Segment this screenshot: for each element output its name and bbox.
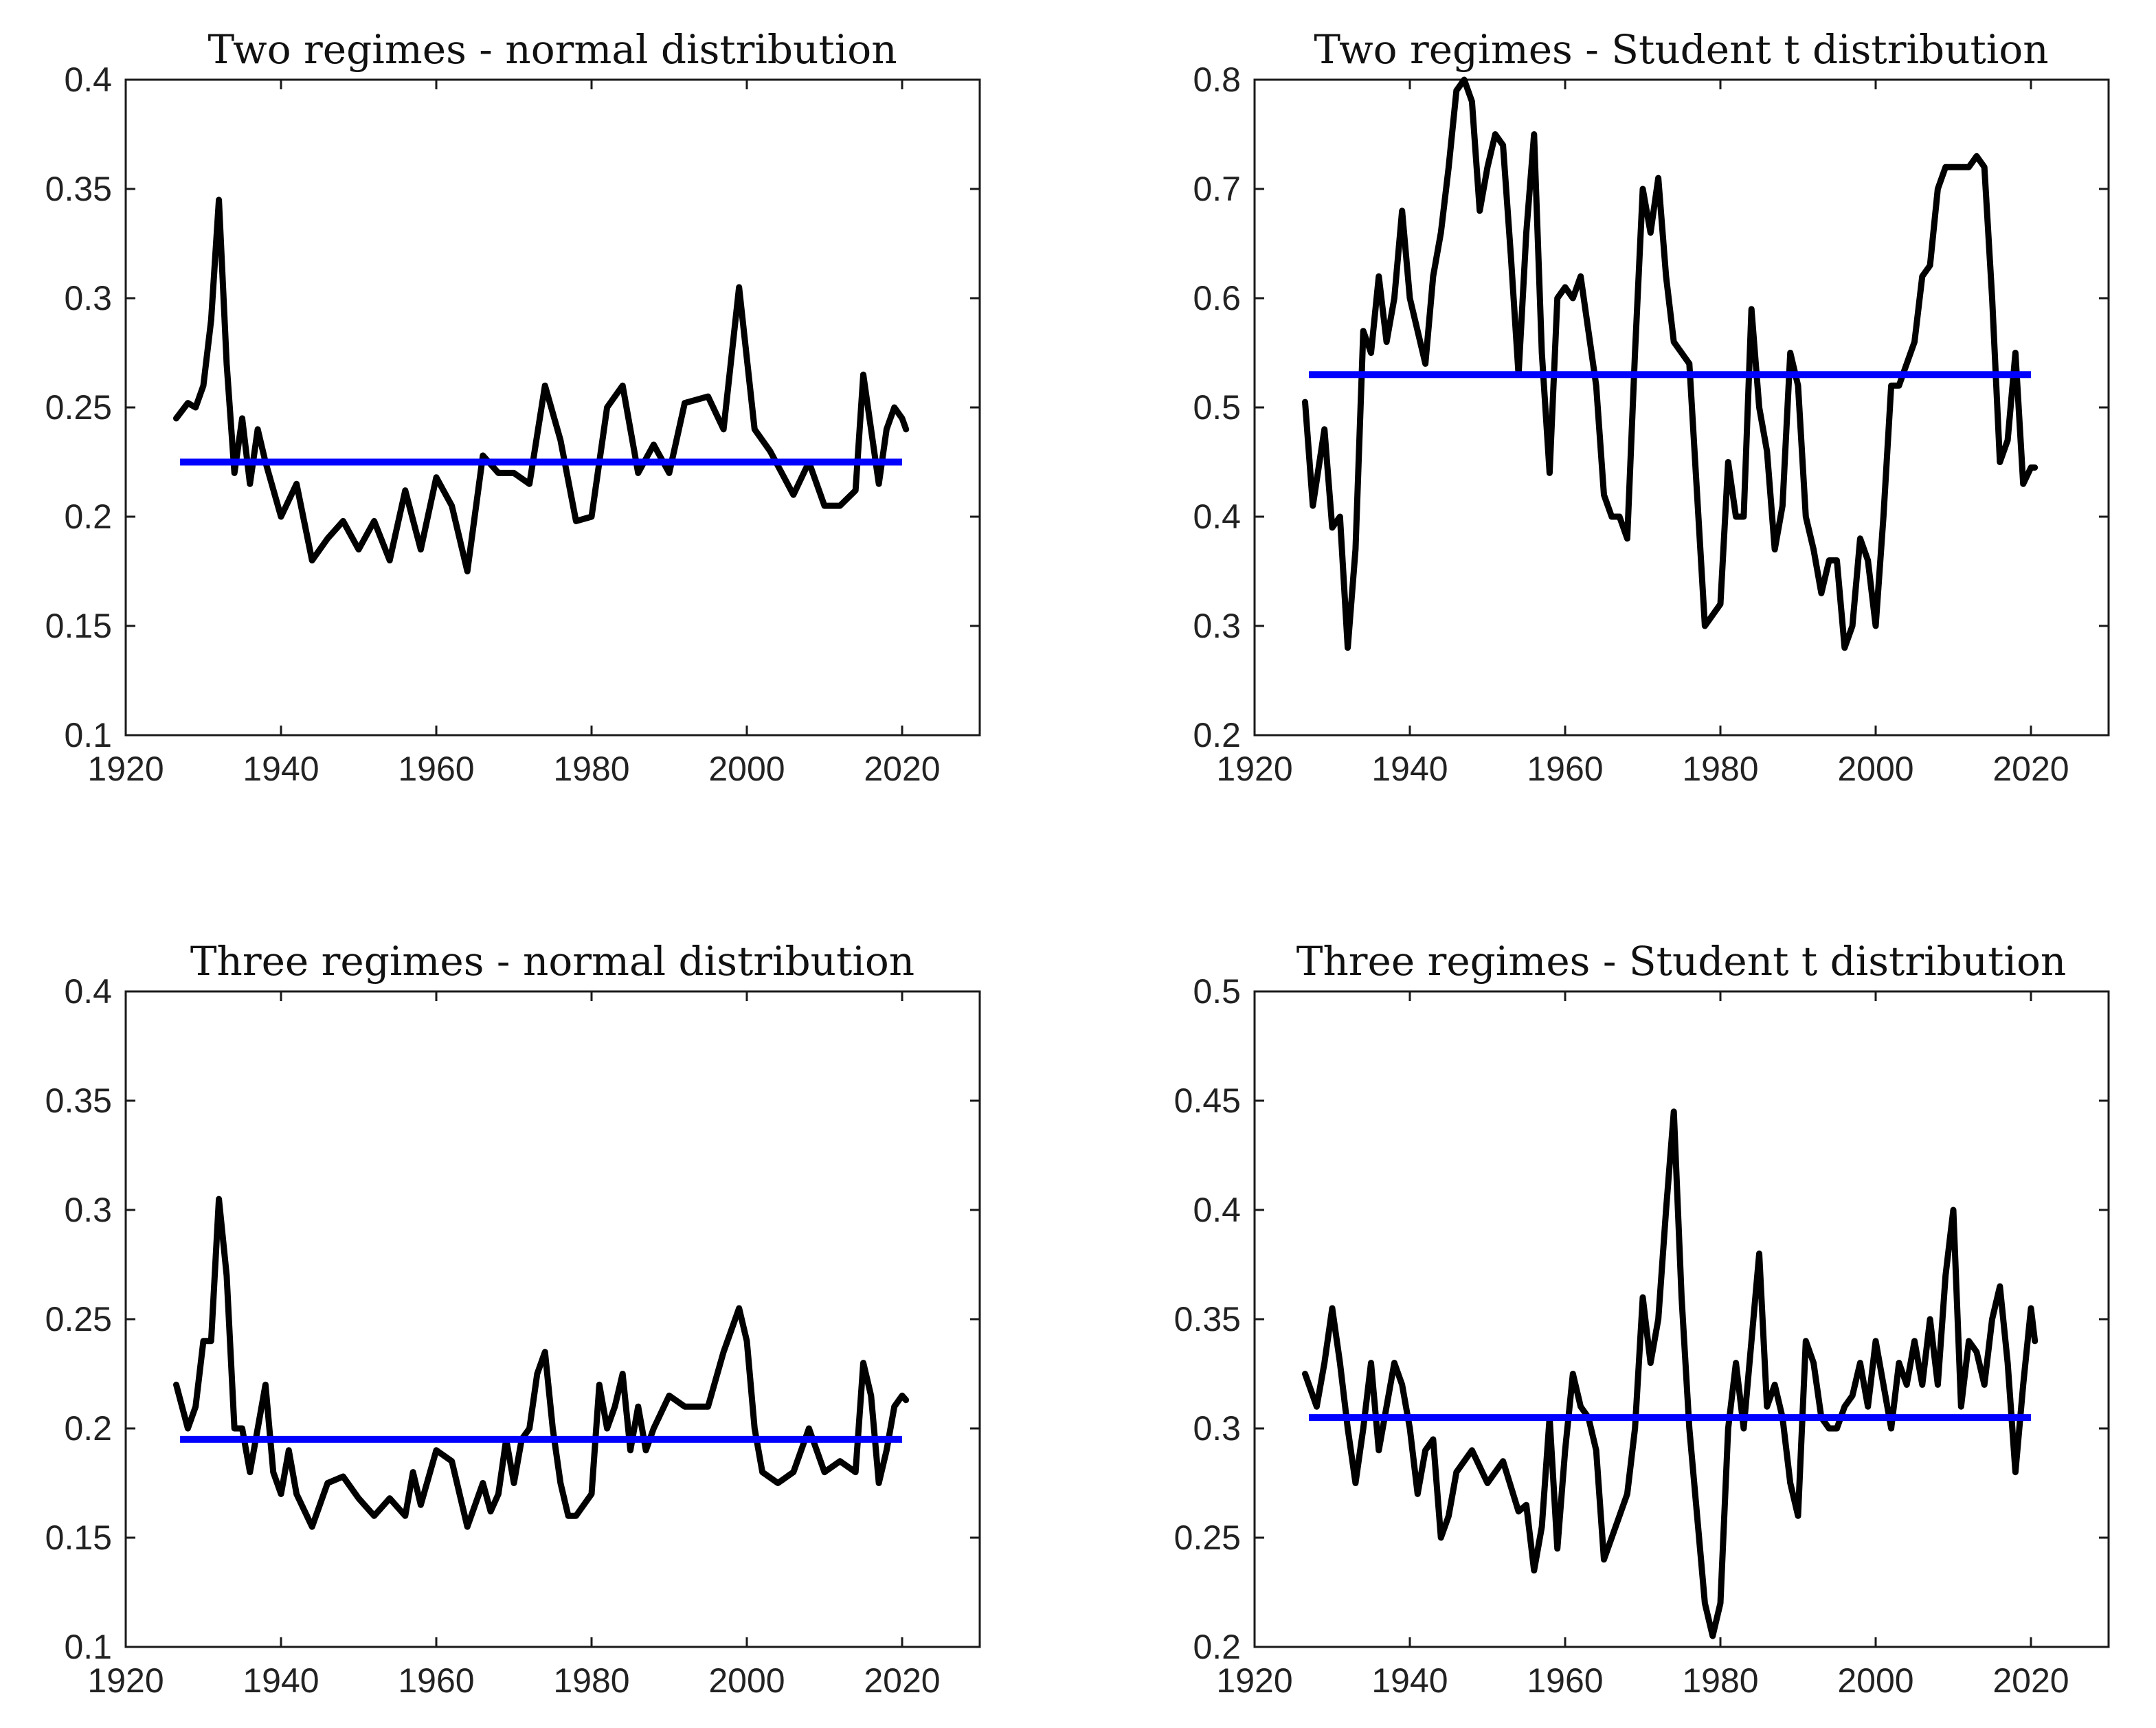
x-tick-label: 1980 — [1682, 750, 1758, 788]
x-tick-label: 2020 — [864, 1661, 940, 1700]
x-tick-label: 1920 — [1216, 750, 1292, 788]
x-tick-label: 1920 — [1216, 1661, 1292, 1700]
y-tick-label: 0.4 — [64, 972, 112, 1011]
x-tick-label: 2020 — [1992, 750, 2069, 788]
y-tick-label: 0.5 — [1193, 972, 1241, 1011]
y-tick-label: 0.1 — [64, 1628, 112, 1666]
series-line — [1302, 1108, 2039, 1639]
y-tick-label: 0.35 — [45, 170, 112, 208]
y-tick-label: 0.4 — [1193, 1191, 1241, 1229]
panel-title: Two regimes - Student t distribution — [1314, 26, 2048, 73]
panel-two-regimes-normal: Two regimes - normal distribution 0.10.1… — [45, 26, 981, 788]
y-tick-label: 0.35 — [1174, 1300, 1241, 1338]
y-tick-label: 0.4 — [64, 60, 112, 99]
y-tick-label: 0.3 — [1193, 607, 1241, 645]
plot-marks: 0.1 0.15 0.2 0.25 0.3 0.35 0.4 1920 1940 1960 1980… — [45, 972, 980, 1700]
plot-marks: 0.1 0.15 0.2 0.25 0.3 0.35 0.4 1920 1940 1960 1980… — [45, 60, 980, 788]
x-tick-label: 1980 — [1682, 1661, 1758, 1700]
x-tick-label: 1980 — [553, 1661, 629, 1700]
plot-marks: 0.2 0.25 0.3 0.35 0.4 0.45 0.5 1920 1940 1960 1980… — [1174, 972, 2109, 1700]
x-tick-label: 1940 — [1371, 1661, 1448, 1700]
x-tick-label: 1980 — [553, 750, 629, 788]
y-tick-label: 0.5 — [1193, 388, 1241, 427]
y-tick-label: 0.25 — [45, 1300, 112, 1338]
y-tick-label: 0.2 — [64, 1409, 112, 1448]
x-tick-label: 1960 — [398, 1661, 474, 1700]
y-tick-label: 0.2 — [64, 497, 112, 536]
y-tick-label: 0.15 — [45, 1518, 112, 1557]
y-tick-label: 0.25 — [45, 388, 112, 427]
y-tick-label: 0.7 — [1193, 170, 1241, 208]
x-tick-label: 1960 — [398, 750, 474, 788]
x-tick-label: 1940 — [243, 750, 319, 788]
x-tick-label: 1920 — [87, 750, 164, 788]
y-tick-label: 0.3 — [64, 1191, 112, 1229]
series-line — [173, 197, 910, 574]
panel-three-regimes-normal: Three regimes - normal distribution 0.10… — [45, 938, 981, 1700]
y-tick-label: 0.25 — [1174, 1518, 1241, 1557]
y-tick-label: 0.8 — [1193, 60, 1241, 99]
x-tick-label: 2020 — [1992, 1661, 2069, 1700]
x-tick-label: 2000 — [708, 750, 785, 788]
y-tick-label: 0.45 — [1174, 1081, 1241, 1120]
panel-title: Two regimes - normal distribution — [207, 26, 897, 73]
y-tick-label: 0.3 — [1193, 1409, 1241, 1448]
plot-marks: 0.2 0.3 0.4 0.5 0.6 0.7 0.8 1920 1940 1960 1980 200… — [1193, 60, 2109, 788]
axes-box — [124, 990, 981, 1648]
y-tick-label: 0.15 — [45, 607, 112, 645]
x-tick-label: 2000 — [1837, 750, 1913, 788]
axes-box — [1253, 78, 2110, 737]
x-tick-label: 2020 — [864, 750, 940, 788]
y-tick-label: 0.2 — [1193, 1628, 1241, 1666]
x-tick-label: 1940 — [1371, 750, 1448, 788]
x-tick-label: 1960 — [1527, 750, 1603, 788]
y-tick-label: 0.35 — [45, 1081, 112, 1120]
y-tick-label: 0.6 — [1193, 279, 1241, 317]
y-tick-label: 0.1 — [64, 716, 112, 754]
panel-three-regimes-student-t: Three regimes - Student t distribution 0… — [1174, 938, 2110, 1700]
x-tick-label: 1920 — [87, 1661, 164, 1700]
y-tick-label: 0.3 — [64, 279, 112, 317]
panel-two-regimes-student-t: Two regimes - Student t distribution 0.2… — [1193, 26, 2110, 788]
y-tick-label: 0.4 — [1193, 497, 1241, 536]
series-line — [173, 1196, 910, 1530]
x-tick-label: 1940 — [243, 1661, 319, 1700]
x-tick-label: 2000 — [708, 1661, 785, 1700]
series-line — [1302, 76, 2039, 651]
panel-title: Three regimes - normal distribution — [190, 938, 914, 985]
y-tick-label: 0.2 — [1193, 716, 1241, 754]
x-tick-label: 2000 — [1837, 1661, 1913, 1700]
x-tick-label: 1960 — [1527, 1661, 1603, 1700]
panel-title: Three regimes - Student t distribution — [1296, 938, 2066, 985]
